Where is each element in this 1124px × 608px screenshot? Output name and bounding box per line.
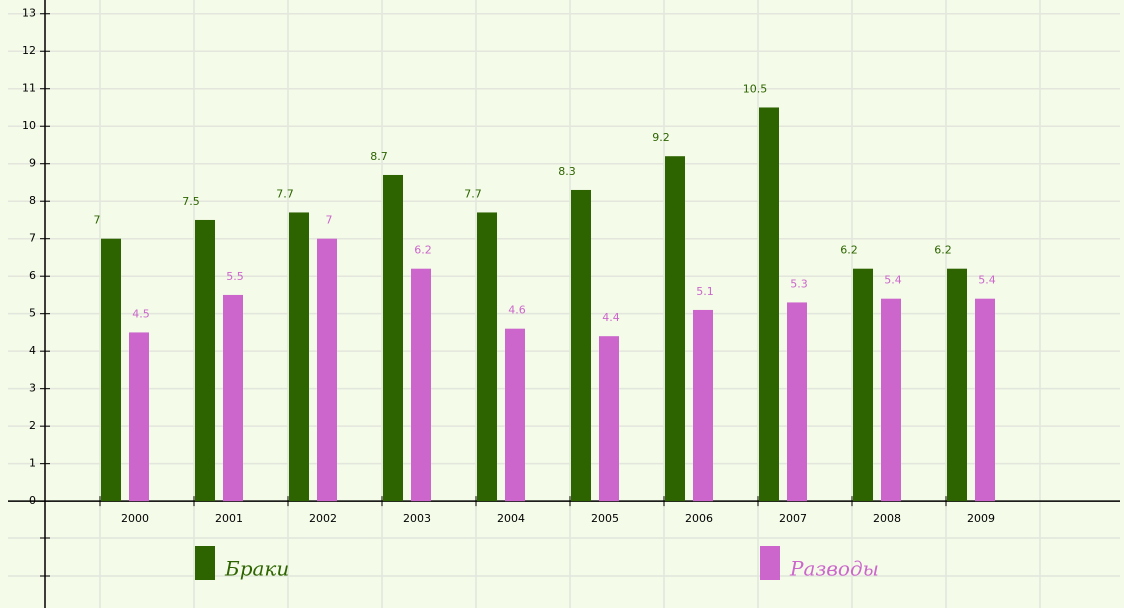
data-label: 5.4 xyxy=(978,274,996,287)
x-tick-label: 2004 xyxy=(497,512,525,525)
x-tick-label: 2006 xyxy=(685,512,713,525)
bar xyxy=(599,336,619,502)
y-tick-label: 9 xyxy=(29,157,36,170)
bar xyxy=(947,268,967,502)
y-tick-label: 7 xyxy=(29,232,36,245)
bar xyxy=(411,268,431,502)
data-label: 6.2 xyxy=(414,244,432,257)
x-tick-label: 2002 xyxy=(309,512,337,525)
bar xyxy=(881,298,901,502)
y-tick-label: 13 xyxy=(22,7,36,20)
bar xyxy=(477,212,497,502)
bar xyxy=(665,156,685,502)
y-tick-label: 8 xyxy=(29,194,36,207)
data-label: 7.7 xyxy=(276,187,294,200)
x-tick-label: 2000 xyxy=(121,512,149,525)
data-label: 7 xyxy=(94,214,101,227)
data-label: 10.5 xyxy=(743,82,768,95)
x-tick-label: 2007 xyxy=(779,512,807,525)
data-label: 5.1 xyxy=(696,285,714,298)
y-tick-label: 1 xyxy=(29,457,36,470)
y-tick-label: 6 xyxy=(29,269,36,282)
bar xyxy=(693,309,713,502)
y-tick-label: 11 xyxy=(22,82,36,95)
bar xyxy=(505,328,525,502)
data-label: 7.5 xyxy=(182,195,200,208)
x-tick-label: 2001 xyxy=(215,512,243,525)
data-label: 5.3 xyxy=(790,277,808,290)
bar xyxy=(289,212,309,502)
x-tick-label: 2003 xyxy=(403,512,431,525)
legend-label: Браки xyxy=(224,557,289,581)
legend-swatch xyxy=(760,546,780,580)
data-label: 5.4 xyxy=(884,274,902,287)
legend-swatch xyxy=(195,546,215,580)
data-label: 4.5 xyxy=(132,307,150,320)
data-label: 7 xyxy=(326,214,333,227)
data-label: 8.3 xyxy=(558,165,576,178)
data-label: 4.6 xyxy=(508,304,526,317)
bar xyxy=(317,238,337,502)
data-label: 6.2 xyxy=(840,244,858,257)
bar xyxy=(195,219,215,502)
y-tick-label: 5 xyxy=(29,307,36,320)
bar xyxy=(223,294,243,502)
x-tick-label: 2005 xyxy=(591,512,619,525)
y-tick-label: 4 xyxy=(29,344,36,357)
data-label: 4.4 xyxy=(602,311,620,324)
y-tick-label: 10 xyxy=(22,119,36,132)
data-label: 5.5 xyxy=(226,270,244,283)
data-label: 8.7 xyxy=(370,150,388,163)
x-tick-label: 2008 xyxy=(873,512,901,525)
legend-label: Разводы xyxy=(789,557,879,581)
bar xyxy=(383,174,403,502)
bar xyxy=(129,332,149,502)
bar xyxy=(787,302,807,502)
bar xyxy=(853,268,873,502)
bar xyxy=(975,298,995,502)
data-label: 9.2 xyxy=(652,131,670,144)
data-label: 7.7 xyxy=(464,187,482,200)
bar xyxy=(101,238,121,502)
bar xyxy=(759,107,779,502)
y-tick-label: 3 xyxy=(29,382,36,395)
bar xyxy=(571,189,591,502)
y-tick-label: 12 xyxy=(22,44,36,57)
x-tick-label: 2009 xyxy=(967,512,995,525)
y-tick-label: 2 xyxy=(29,419,36,432)
data-label: 6.2 xyxy=(934,244,952,257)
